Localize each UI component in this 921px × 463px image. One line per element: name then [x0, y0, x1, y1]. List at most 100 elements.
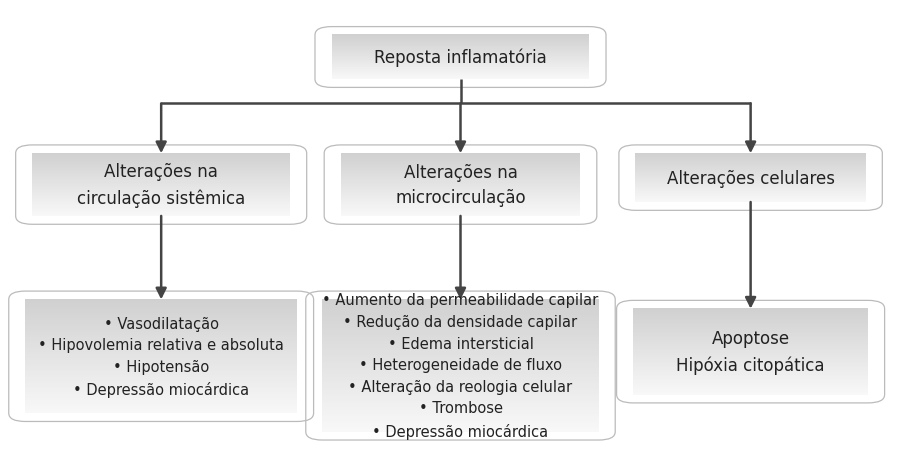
Bar — [635, 156, 866, 158]
Bar — [332, 41, 589, 43]
Bar — [634, 340, 868, 342]
Bar — [634, 343, 868, 345]
Bar — [32, 179, 290, 180]
Bar — [635, 174, 866, 175]
Bar — [322, 372, 599, 375]
Bar — [25, 318, 297, 320]
Bar — [32, 191, 290, 193]
Bar — [32, 209, 290, 210]
Bar — [32, 157, 290, 159]
Bar — [341, 211, 580, 212]
Bar — [32, 194, 290, 195]
Bar — [634, 364, 868, 366]
Bar — [634, 380, 868, 382]
Bar — [635, 198, 866, 199]
Bar — [32, 206, 290, 207]
Bar — [635, 177, 866, 178]
Bar — [332, 45, 589, 46]
Bar — [332, 60, 589, 62]
Bar — [332, 38, 589, 39]
Bar — [322, 313, 599, 315]
Bar — [332, 74, 589, 75]
Bar — [341, 175, 580, 177]
Bar — [25, 407, 297, 409]
Bar — [322, 334, 599, 337]
Bar — [635, 166, 866, 168]
Bar — [634, 319, 868, 320]
Bar — [635, 167, 866, 169]
Bar — [25, 384, 297, 387]
Bar — [341, 189, 580, 190]
Bar — [322, 365, 599, 368]
Bar — [635, 164, 866, 165]
Bar — [25, 347, 297, 349]
Bar — [635, 182, 866, 184]
Bar — [322, 407, 599, 410]
Bar — [341, 161, 580, 163]
Bar — [341, 168, 580, 169]
Bar — [25, 360, 297, 362]
Text: Apoptose
Hipóxia citopática: Apoptose Hipóxia citopática — [676, 330, 825, 374]
Bar — [32, 181, 290, 182]
Bar — [341, 159, 580, 160]
Bar — [635, 175, 866, 176]
Bar — [322, 324, 599, 326]
Bar — [25, 335, 297, 338]
Bar — [341, 167, 580, 169]
Bar — [634, 321, 868, 323]
Bar — [322, 425, 599, 427]
Bar — [32, 180, 290, 181]
Bar — [635, 193, 866, 194]
Bar — [635, 190, 866, 191]
Bar — [332, 42, 589, 43]
Bar — [634, 346, 868, 348]
Bar — [634, 358, 868, 360]
Bar — [25, 394, 297, 396]
Bar — [32, 177, 290, 179]
Bar — [635, 170, 866, 172]
Bar — [332, 47, 589, 48]
Bar — [332, 65, 589, 66]
Bar — [332, 72, 589, 73]
Bar — [322, 339, 599, 342]
Bar — [634, 338, 868, 340]
Bar — [25, 305, 297, 307]
Bar — [634, 391, 868, 393]
Bar — [25, 332, 297, 334]
Bar — [322, 403, 599, 406]
Bar — [635, 182, 866, 183]
Text: • Aumento da permeabilidade capilar
• Redução da densidade capilar
• Edema inter: • Aumento da permeabilidade capilar • Re… — [322, 293, 599, 438]
Bar — [341, 173, 580, 175]
Bar — [634, 377, 868, 379]
Bar — [635, 183, 866, 185]
Bar — [25, 324, 297, 326]
Bar — [322, 341, 599, 344]
Bar — [341, 193, 580, 194]
Bar — [341, 177, 580, 179]
Bar — [25, 398, 297, 400]
Bar — [634, 320, 868, 322]
Bar — [322, 420, 599, 423]
Bar — [341, 210, 580, 211]
Bar — [25, 301, 297, 304]
Bar — [322, 374, 599, 377]
Bar — [635, 175, 866, 176]
Bar — [32, 161, 290, 163]
Bar — [322, 306, 599, 308]
Bar — [322, 301, 599, 304]
Bar — [332, 63, 589, 64]
Bar — [32, 210, 290, 211]
Bar — [322, 396, 599, 399]
Bar — [332, 76, 589, 78]
Bar — [332, 44, 589, 45]
Text: Alterações celulares: Alterações celulares — [667, 169, 834, 187]
Bar — [341, 190, 580, 192]
Bar — [32, 190, 290, 192]
Bar — [634, 366, 868, 368]
Bar — [322, 429, 599, 432]
Bar — [635, 188, 866, 190]
Bar — [332, 76, 589, 77]
Bar — [322, 326, 599, 328]
Bar — [25, 392, 297, 394]
Bar — [341, 205, 580, 206]
